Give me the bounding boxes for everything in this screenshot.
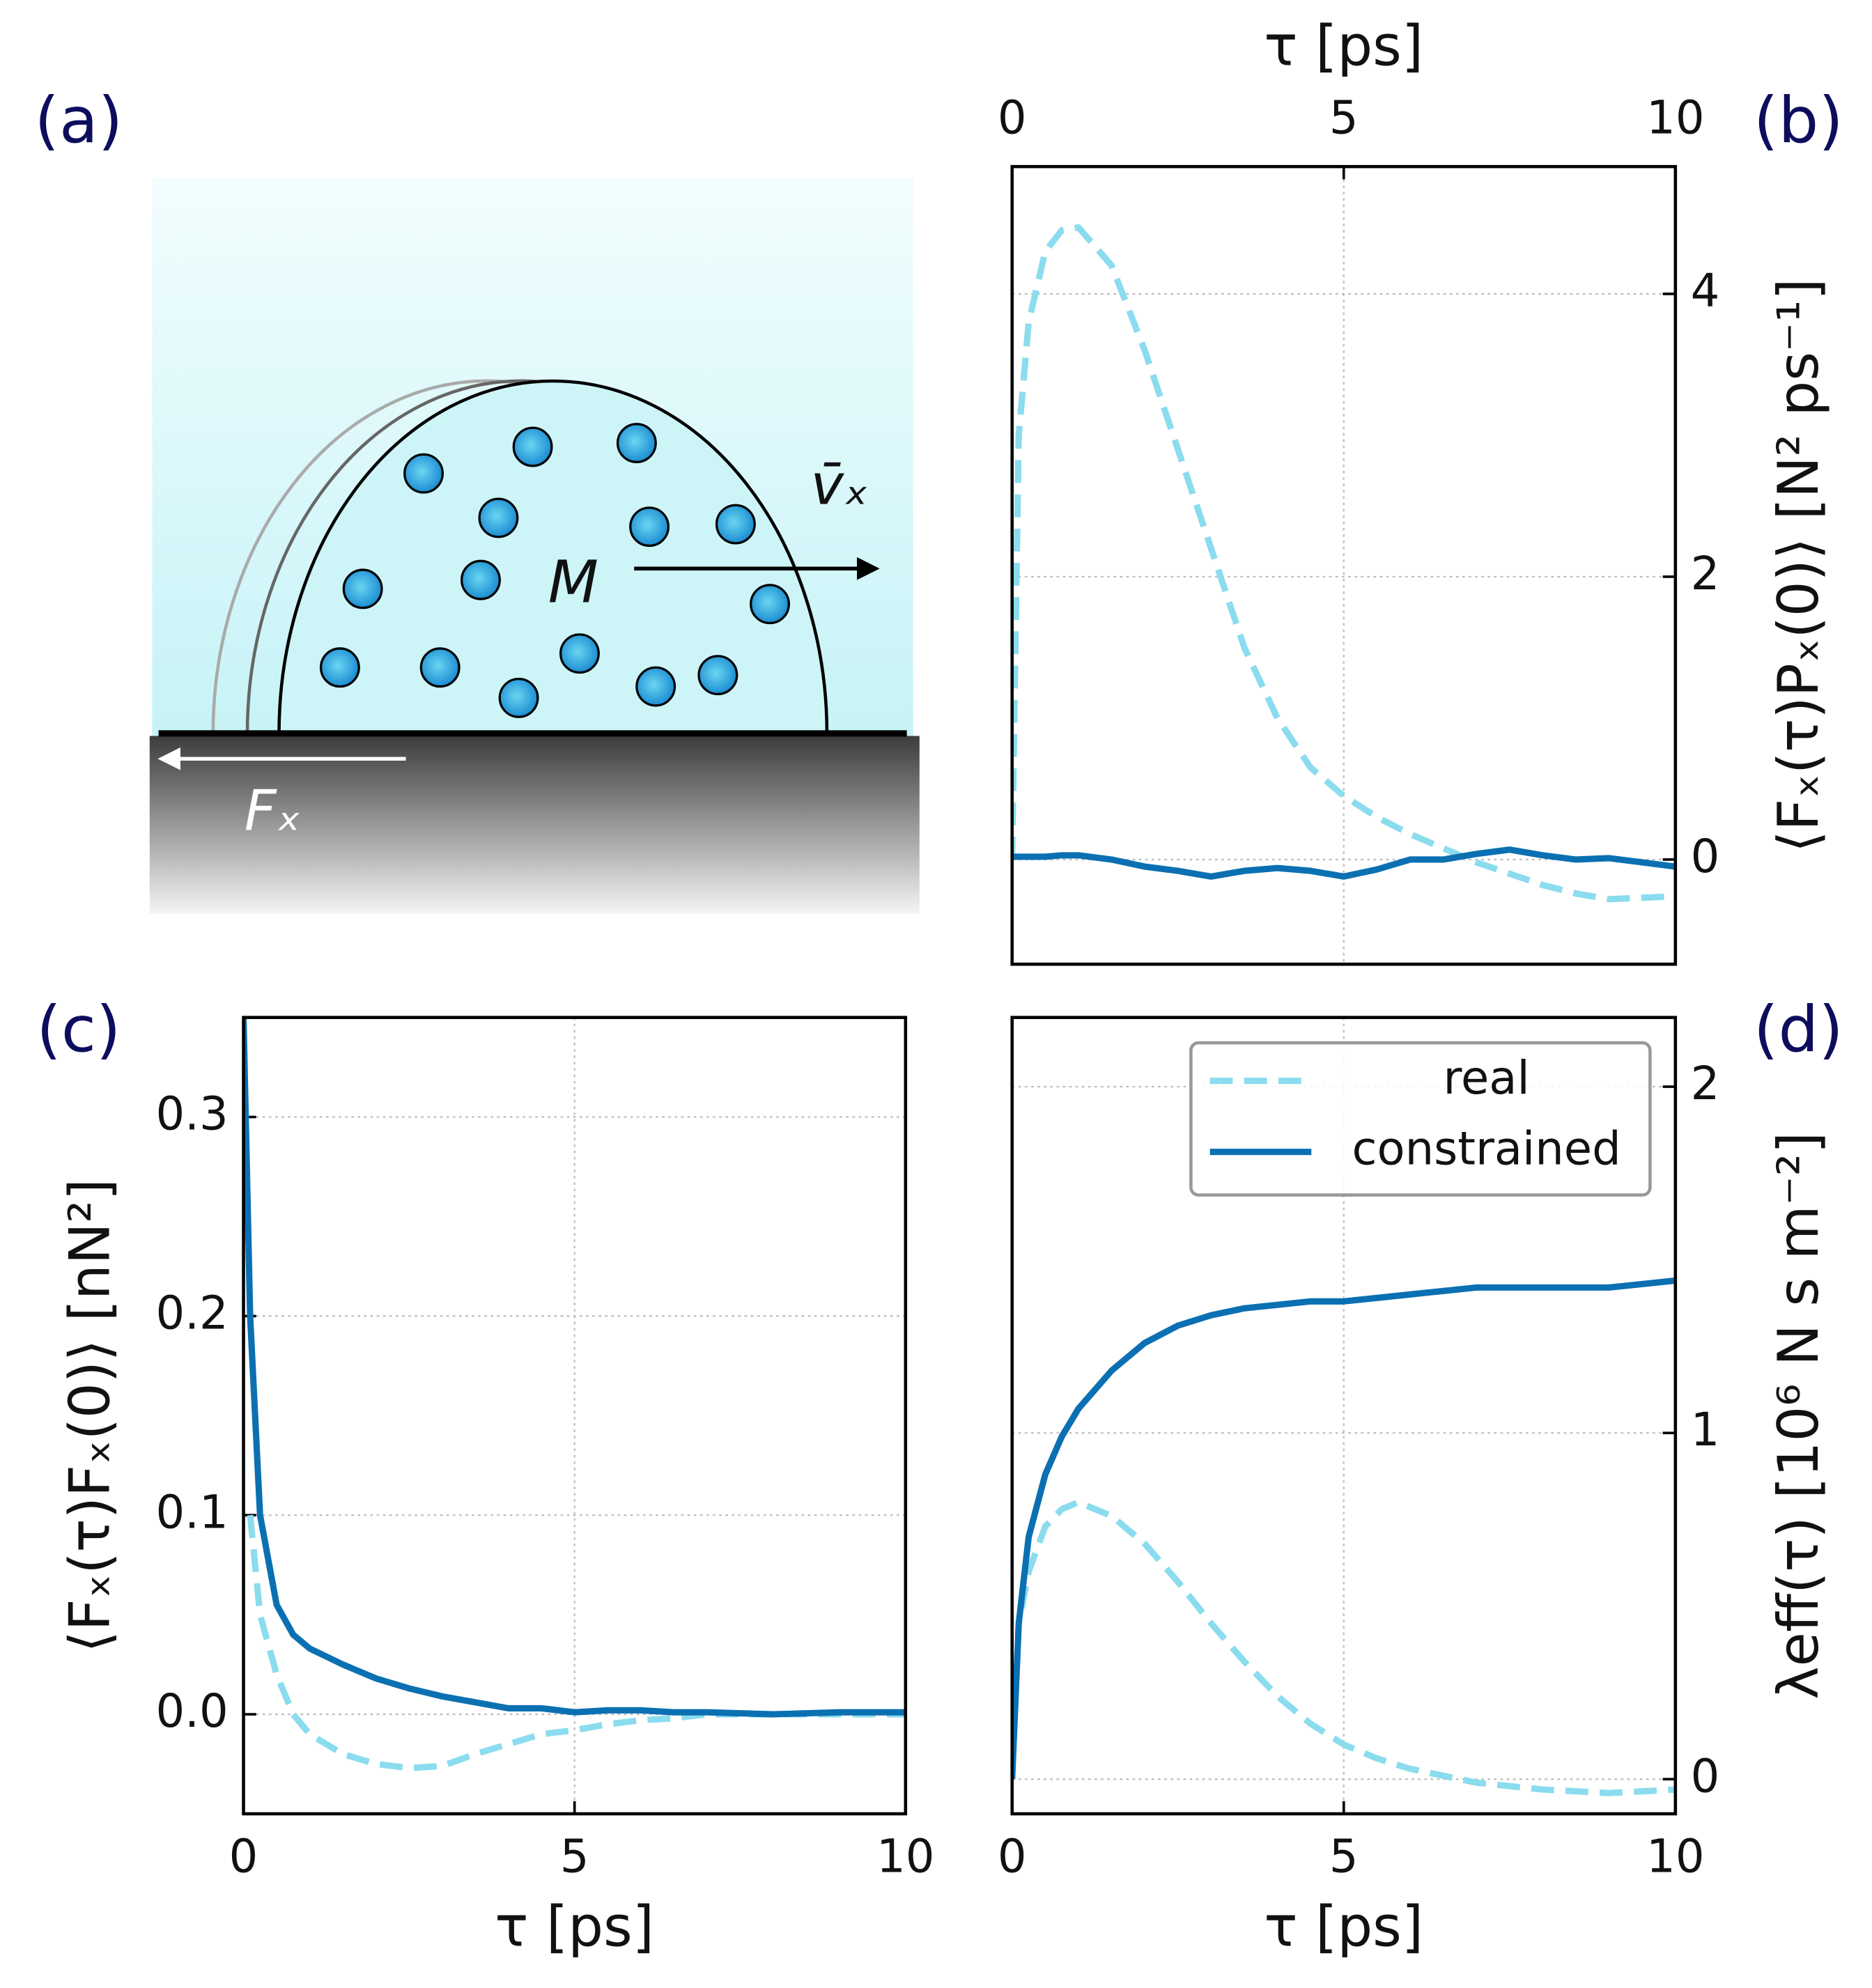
panel-label: (a)	[34, 84, 123, 157]
y-tick-label: 0.0	[155, 1685, 228, 1738]
force-label: Fₓ	[245, 778, 302, 843]
axes-frame	[1010, 1016, 1678, 1816]
x-tick-label: 10	[876, 1831, 934, 1884]
panel-label: (d)	[1754, 993, 1843, 1066]
legend-box	[1189, 1041, 1652, 1197]
x-tick-label: 10	[1646, 1831, 1704, 1884]
y-axis-label: ⟨Fₓ(τ)Fₓ(0)⟩ [nN²]	[58, 1179, 123, 1653]
y-tick-label: 0.3	[155, 1088, 228, 1141]
y-tick-label: 0	[1691, 830, 1720, 883]
x-axis-label: τ [ps]	[1264, 14, 1423, 79]
y-axis-label: λeff(τ) [10⁶ N s m⁻²]	[1766, 1132, 1831, 1700]
x-axis-label: τ [ps]	[495, 1894, 654, 1959]
series-line	[1012, 846, 1676, 880]
chart: 0 5 10 0 1 2 τ [ps] λeff(τ) [10⁶ N s m⁻²] real co…	[998, 1016, 1831, 1959]
mass-label: M	[548, 548, 598, 616]
y-axis-label: ⟨Fₓ(τ)Pₓ(0)⟩ [N² ps⁻¹]	[1766, 278, 1831, 853]
series-line	[1012, 1499, 1676, 1796]
y-tick-label: 0.2	[155, 1287, 228, 1339]
panel-label: (c)	[36, 993, 121, 1066]
panel-label: (b)	[1754, 84, 1843, 157]
series-line	[1012, 1277, 1676, 1780]
x-tick-label: 10	[1646, 92, 1704, 145]
y-tick-label: 0.1	[155, 1486, 228, 1539]
legend-label: constrained	[1352, 1123, 1621, 1176]
axes-frame	[1010, 164, 1678, 966]
substrate	[149, 736, 920, 914]
y-tick-label: 0	[1691, 1750, 1720, 1803]
chart: 0 5 10 0.0 0.1 0.2 0.3 τ [ps] ⟨Fₓ(τ)Fₓ(0)⟩ [nN²]	[58, 1016, 934, 1959]
x-tick-label: 0	[229, 1831, 258, 1884]
particles	[319, 423, 790, 718]
series-line	[1012, 224, 1676, 903]
y-tick-label: 2	[1691, 548, 1720, 600]
diagram: M v̄ₓ Fₓ	[149, 178, 920, 914]
x-tick-label: 5	[560, 1831, 589, 1884]
x-tick-label: 5	[1329, 1831, 1359, 1884]
y-tick-label: 2	[1691, 1057, 1720, 1110]
x-tick-label: 0	[998, 92, 1027, 145]
axes-frame	[242, 1016, 908, 1816]
series-line	[243, 1017, 906, 1718]
x-tick-label: 0	[998, 1831, 1027, 1884]
y-tick-label: 4	[1691, 265, 1720, 318]
series-line	[247, 1514, 906, 1771]
velocity-label: v̄ₓ	[811, 453, 869, 518]
legend-label: real	[1444, 1052, 1530, 1105]
y-tick-label: 1	[1691, 1404, 1720, 1457]
x-tick-label: 5	[1329, 92, 1359, 145]
x-axis-label: τ [ps]	[1264, 1894, 1423, 1959]
chart: 0 5 10 0 2 4 τ [ps] ⟨Fₓ(τ)Pₓ(0)⟩ [N² ps⁻¹]	[998, 14, 1831, 966]
